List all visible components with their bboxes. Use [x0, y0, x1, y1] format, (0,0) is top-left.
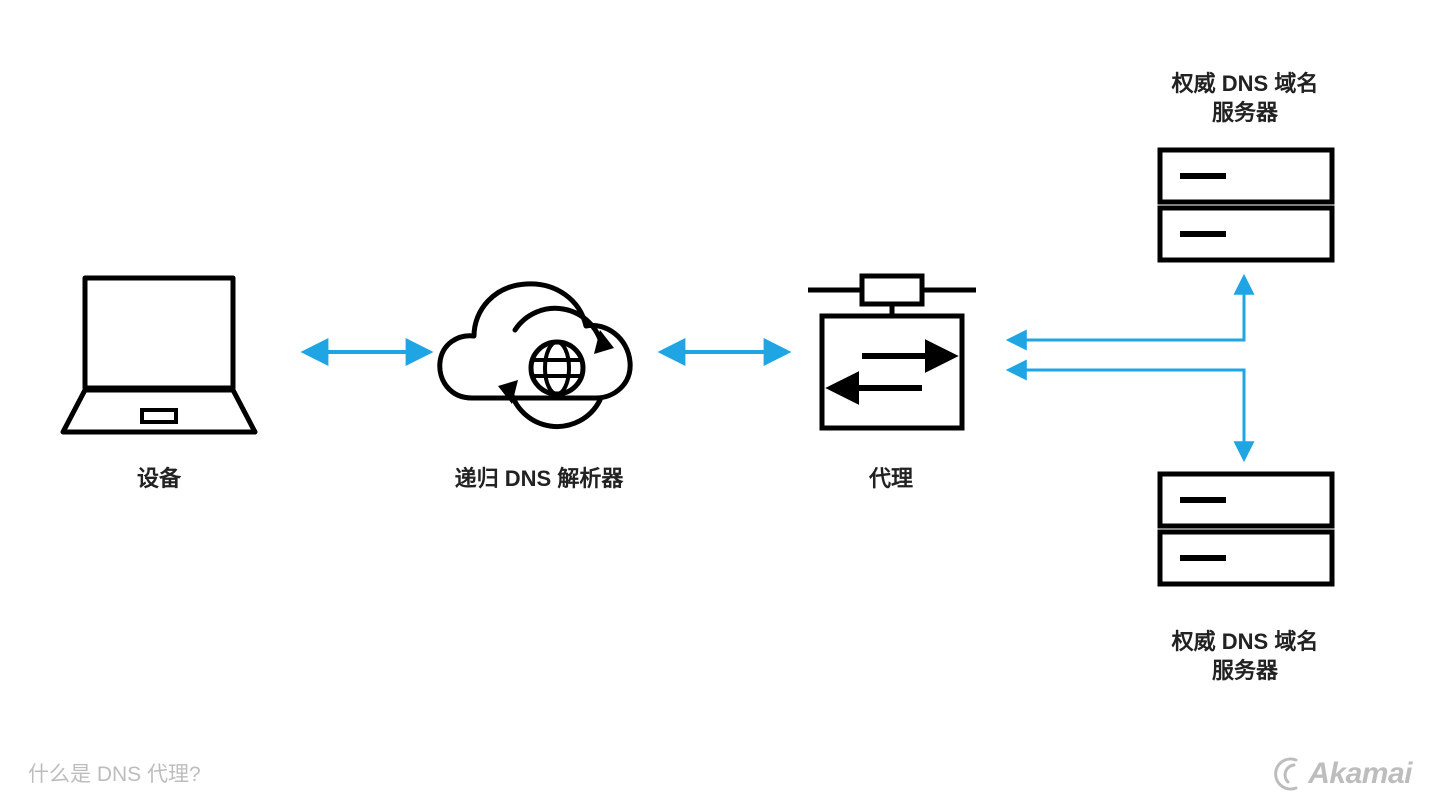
resolver-icon	[440, 284, 630, 427]
device-icon	[63, 278, 255, 432]
arrow-proxy-auth-top	[1010, 278, 1244, 340]
auth-top-label: 权威 DNS 域名 服务器	[1135, 70, 1355, 127]
brand-text: Akamai	[1308, 757, 1412, 791]
brand-logo: Akamai	[1274, 756, 1412, 792]
proxy-label: 代理	[781, 465, 1001, 494]
auth-top-label-line2: 服务器	[1212, 100, 1278, 125]
arrow-proxy-auth-bottom	[1010, 370, 1244, 458]
auth-server-bottom-icon	[1160, 474, 1332, 584]
auth-bottom-label-line1: 权威 DNS 域名	[1172, 629, 1319, 654]
auth-top-label-line1: 权威 DNS 域名	[1172, 71, 1319, 96]
auth-bottom-label-line2: 服务器	[1212, 658, 1278, 683]
proxy-icon	[808, 276, 976, 428]
device-label: 设备	[49, 465, 269, 494]
auth-server-top-icon	[1160, 150, 1332, 260]
auth-bottom-label: 权威 DNS 域名 服务器	[1135, 628, 1355, 685]
footer-caption: 什么是 DNS 代理?	[28, 758, 201, 788]
resolver-label: 递归 DNS 解析器	[429, 465, 649, 494]
